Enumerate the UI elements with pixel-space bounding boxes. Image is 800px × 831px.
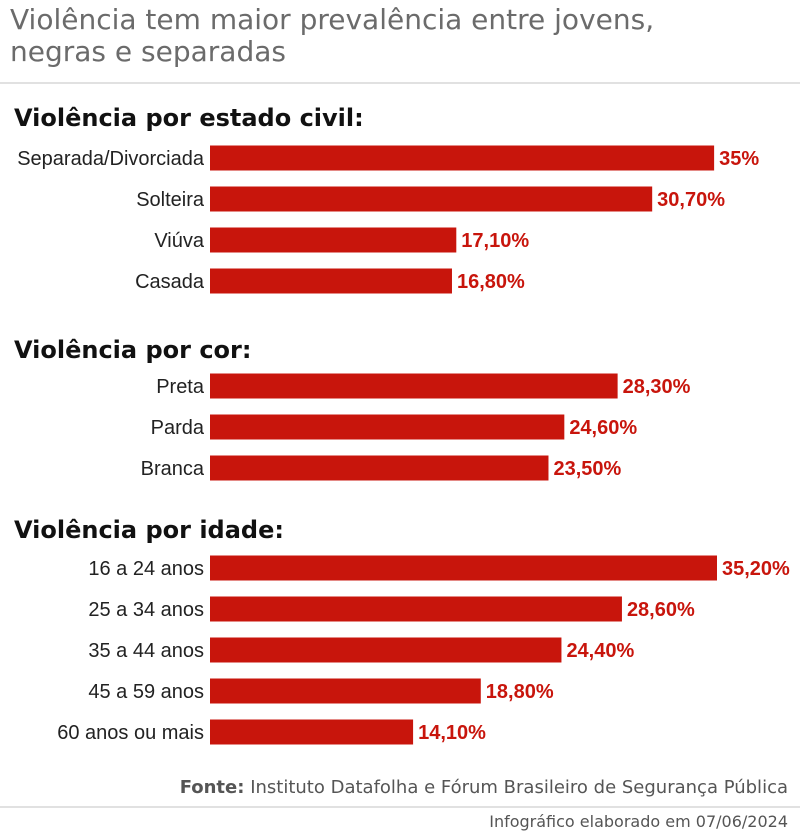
category-label: 60 anos ou mais	[57, 722, 204, 744]
category-label: Branca	[141, 458, 205, 480]
value-label: 17,10%	[461, 230, 529, 252]
chart-title-line1: Violência tem maior prevalência entre jo…	[10, 3, 655, 36]
category-label: 35 a 44 anos	[88, 640, 204, 662]
bar	[210, 455, 549, 481]
value-label: 16,80%	[457, 271, 525, 293]
chart-title: Violência tem maior prevalência entre jo…	[10, 4, 790, 68]
header-divider	[0, 82, 800, 84]
bar	[210, 373, 618, 399]
bar	[210, 678, 481, 704]
category-label: Parda	[151, 417, 205, 439]
bar	[210, 414, 565, 440]
category-label: Preta	[156, 376, 205, 398]
section-title: Violência por estado civil:	[14, 104, 364, 132]
bar	[210, 186, 653, 212]
bar	[210, 719, 414, 745]
bar	[210, 145, 715, 171]
value-label: 35%	[719, 148, 759, 170]
value-label: 28,60%	[627, 599, 695, 621]
value-label: 24,60%	[569, 417, 637, 439]
footer-divider	[0, 806, 800, 808]
source-text: Instituto Datafolha e Fórum Brasileiro d…	[250, 777, 788, 798]
value-label: 14,10%	[418, 722, 486, 744]
chart-title-line2: negras e separadas	[10, 35, 286, 68]
bar	[210, 268, 452, 294]
section-title: Violência por idade:	[14, 516, 284, 544]
value-label: 23,50%	[553, 458, 621, 480]
category-label: Separada/Divorciada	[17, 148, 205, 170]
value-label: 24,40%	[566, 640, 634, 662]
value-label: 30,70%	[657, 189, 725, 211]
bar	[210, 637, 562, 663]
category-label: 16 a 24 anos	[88, 558, 204, 580]
category-label: 45 a 59 anos	[88, 681, 204, 703]
category-label: Solteira	[136, 189, 205, 211]
source-label: Fonte:	[179, 777, 245, 798]
source-note: Fonte: Instituto Datafolha e Fórum Brasi…	[180, 777, 788, 798]
value-label: 28,30%	[623, 376, 691, 398]
credit-note: Infográfico elaborado em 07/06/2024	[489, 812, 788, 831]
bar	[210, 555, 717, 581]
value-label: 35,20%	[722, 558, 790, 580]
bar	[210, 596, 622, 622]
value-label: 18,80%	[486, 681, 554, 703]
category-label: Casada	[135, 271, 205, 293]
bar	[210, 227, 457, 253]
category-label: Viúva	[154, 230, 205, 252]
section-title: Violência por cor:	[14, 336, 251, 364]
category-label: 25 a 34 anos	[88, 599, 204, 621]
